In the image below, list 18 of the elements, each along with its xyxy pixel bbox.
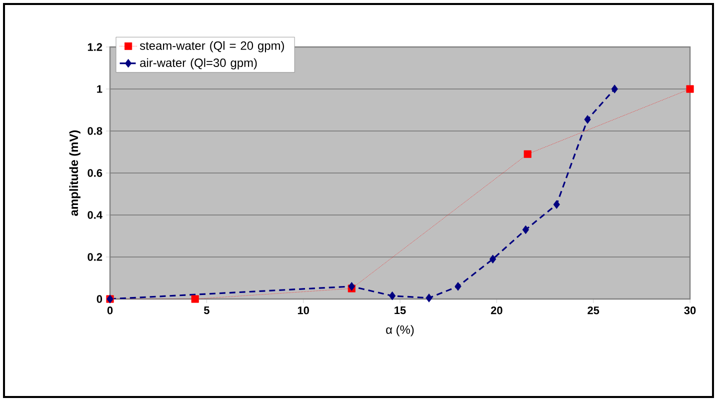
y-tick-label: 0.4 xyxy=(88,211,102,219)
y-tick-label: 0.8 xyxy=(88,127,102,135)
y-axis-title: amplitude (mV) xyxy=(69,130,80,216)
x-tick-label: 25 xyxy=(588,306,600,314)
y-tick-label: 1 xyxy=(97,85,102,93)
x-tick-label: 30 xyxy=(684,306,696,314)
y-tick-label: 1.2 xyxy=(88,43,102,51)
y-tick-label: 0.6 xyxy=(88,169,102,177)
x-tick-label: 0 xyxy=(107,306,113,314)
x-tick-label: 10 xyxy=(298,306,309,314)
y-tick-label: 0.2 xyxy=(88,253,102,261)
y-tick-label: 0 xyxy=(96,295,102,303)
x-axis-title: α (%) xyxy=(386,325,414,336)
x-tick-label: 20 xyxy=(490,306,502,314)
x-tick-label: 15 xyxy=(394,306,406,314)
x-tick-label: 5 xyxy=(204,306,210,314)
legend-label: steam-water (Ql = 20 gpm) xyxy=(140,41,284,52)
legend-label: air-water (Ql=30 gpm) xyxy=(140,58,257,70)
